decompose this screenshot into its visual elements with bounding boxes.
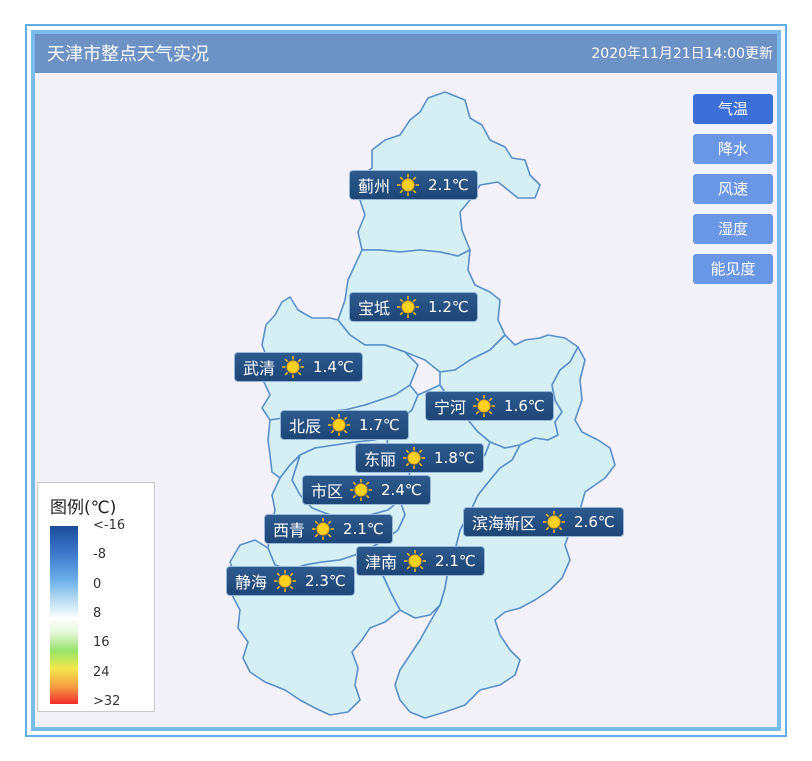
station-label-jizhou[interactable]: 蓟州 2.1℃ [349,170,478,200]
station-name: 西青 [273,521,306,540]
tab-precipitation[interactable]: 降水 [693,134,773,164]
update-time: 2020年11月21日14:00更新 [591,46,773,62]
station-temperature: 2.1℃ [428,176,469,194]
station-name: 蓟州 [358,177,391,196]
legend-label: 8 [93,606,102,621]
tab-temperature[interactable]: 气温 [693,94,773,124]
station-name: 滨海新区 [472,514,537,533]
legend-label: >32 [93,694,121,709]
legend: 图例(℃) <-16 -8 0 8 16 24 >32 [37,482,155,712]
sun-icon [396,295,420,319]
station-label-xiqing[interactable]: 西青 2.1℃ [264,514,393,544]
station-name: 武清 [243,359,276,378]
legend-label: 0 [93,577,102,592]
sun-icon [403,549,427,573]
sun-icon [273,569,297,593]
sun-icon [349,478,373,502]
legend-label: <-16 [93,518,126,533]
station-temperature: 1.4℃ [313,358,354,376]
station-name: 津南 [365,553,398,572]
legend-title: 图例(℃) [50,498,117,518]
station-label-dongli[interactable]: 东丽 1.8℃ [355,443,484,473]
station-name: 北辰 [289,417,322,436]
legend-label: 16 [93,635,110,650]
station-name: 静海 [235,573,268,592]
station-label-jinnan[interactable]: 津南 2.1℃ [356,546,485,576]
station-label-beichen[interactable]: 北辰 1.7℃ [280,410,409,440]
station-name: 市区 [311,482,344,501]
sun-icon [472,394,496,418]
sun-icon [311,517,335,541]
page-title: 天津市整点天气实况 [47,44,209,65]
station-temperature: 2.3℃ [305,572,346,590]
station-label-binhai[interactable]: 滨海新区 2.6℃ [463,507,624,537]
station-label-ninghe[interactable]: 宁河 1.6℃ [425,391,554,421]
station-name: 东丽 [364,450,397,469]
tab-humidity[interactable]: 湿度 [693,214,773,244]
tab-visibility[interactable]: 能见度 [693,254,773,284]
station-temperature: 1.6℃ [504,397,545,415]
legend-color-bar [50,526,78,704]
station-temperature: 1.2℃ [428,298,469,316]
station-temperature: 1.8℃ [434,449,475,467]
station-label-wuqing[interactable]: 武清 1.4℃ [234,352,363,382]
sun-icon [396,173,420,197]
station-temperature: 2.1℃ [435,552,476,570]
legend-label: -8 [93,547,106,562]
station-temperature: 1.7℃ [359,416,400,434]
station-temperature: 2.4℃ [381,481,422,499]
station-label-jinghai[interactable]: 静海 2.3℃ [226,566,355,596]
station-name: 宁河 [434,398,467,417]
station-label-shiqu[interactable]: 市区 2.4℃ [302,475,431,505]
sun-icon [281,355,305,379]
legend-label: 24 [93,665,110,680]
tab-wind-speed[interactable]: 风速 [693,174,773,204]
title-bar: 天津市整点天气实况 2020年11月21日14:00更新 [35,34,777,73]
sun-icon [402,446,426,470]
sun-icon [542,510,566,534]
station-temperature: 2.6℃ [574,513,615,531]
station-name: 宝坻 [358,299,391,318]
sun-icon [327,413,351,437]
station-temperature: 2.1℃ [343,520,384,538]
station-label-baodi[interactable]: 宝坻 1.2℃ [349,292,478,322]
